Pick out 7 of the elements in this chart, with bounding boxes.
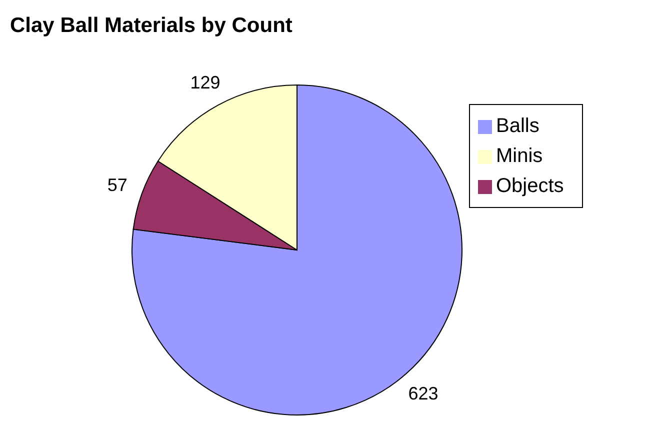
legend-label: Minis: [496, 145, 543, 167]
chart-title: Clay Ball Materials by Count: [10, 14, 292, 38]
legend-label: Objects: [496, 175, 564, 197]
data-label: 57: [107, 174, 128, 195]
legend-label: Balls: [496, 115, 540, 137]
data-label: 129: [190, 72, 220, 92]
data-label: 623: [408, 383, 438, 404]
